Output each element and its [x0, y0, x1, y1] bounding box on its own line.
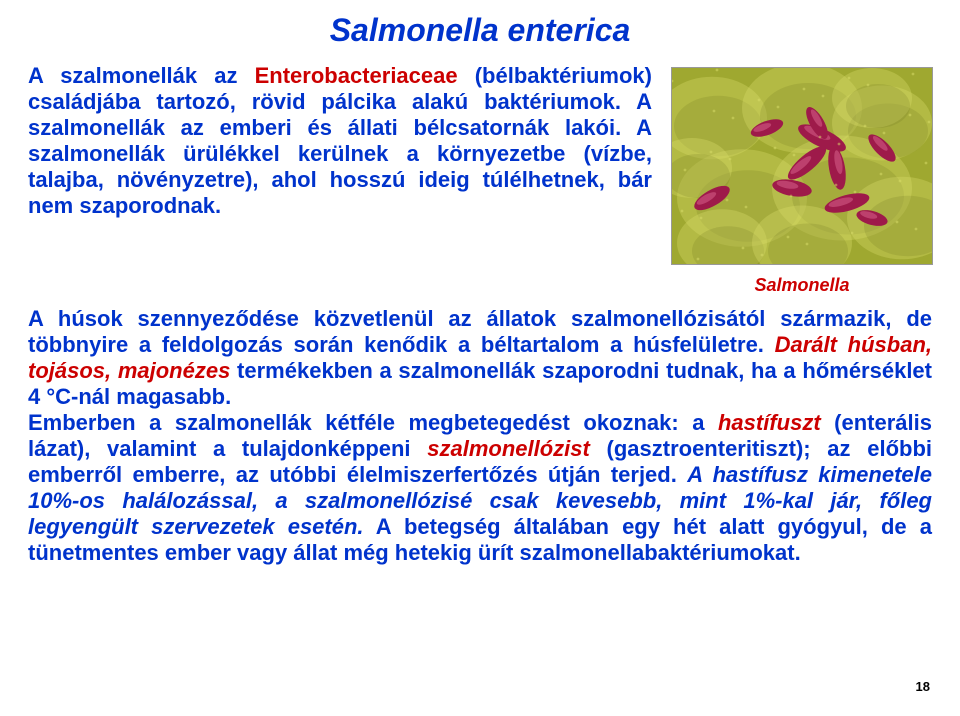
slide-title: Salmonella enterica — [28, 12, 932, 49]
page-number: 18 — [916, 679, 930, 694]
body-paragraph: A húsok szennyeződése közvetlenül az áll… — [28, 306, 932, 566]
figure: Salmonella — [672, 67, 932, 296]
intro-paragraph: A szalmonellák az Enterobacteriaceae (bé… — [28, 63, 652, 219]
top-row: A szalmonellák az Enterobacteriaceae (bé… — [28, 63, 932, 296]
salmonella-image — [671, 67, 933, 265]
figure-caption: Salmonella — [754, 275, 849, 296]
